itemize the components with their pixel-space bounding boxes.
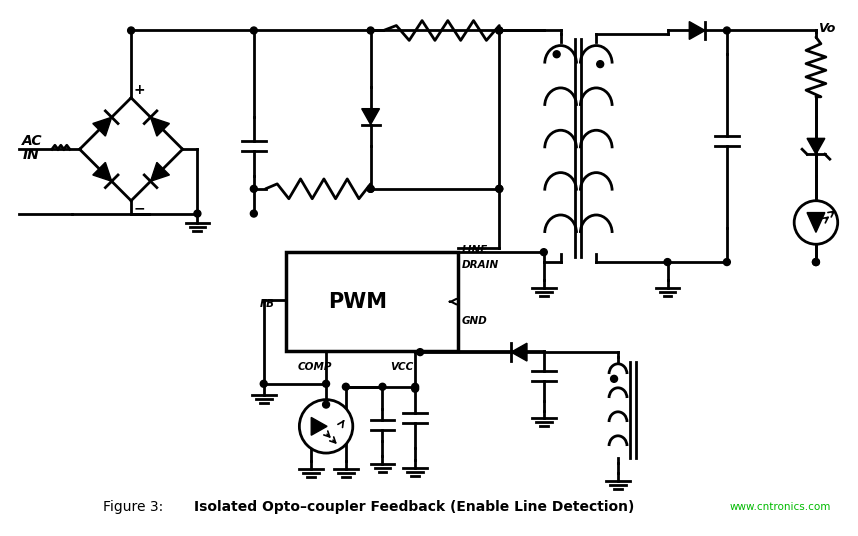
Polygon shape	[807, 213, 825, 233]
FancyBboxPatch shape	[287, 252, 457, 351]
Circle shape	[367, 185, 374, 192]
Polygon shape	[689, 21, 705, 39]
Text: Vo: Vo	[818, 22, 836, 35]
Circle shape	[496, 185, 503, 192]
Polygon shape	[511, 343, 527, 361]
Circle shape	[367, 27, 374, 34]
Circle shape	[541, 249, 547, 256]
Polygon shape	[362, 109, 379, 124]
Polygon shape	[150, 162, 169, 181]
Text: GND: GND	[462, 316, 487, 325]
Circle shape	[496, 185, 503, 192]
Polygon shape	[93, 117, 112, 136]
Circle shape	[323, 401, 329, 408]
Text: Figure 3:: Figure 3:	[104, 501, 172, 515]
Text: DRAIN: DRAIN	[462, 260, 498, 270]
Text: LINE: LINE	[462, 245, 488, 255]
Text: AC: AC	[22, 135, 43, 148]
Circle shape	[260, 381, 267, 387]
Circle shape	[553, 51, 560, 58]
Circle shape	[795, 200, 837, 244]
Circle shape	[496, 27, 503, 34]
Circle shape	[251, 210, 257, 217]
Text: VCC: VCC	[390, 362, 414, 372]
Text: Isolated Opto–coupler Feedback (Enable Line Detection): Isolated Opto–coupler Feedback (Enable L…	[195, 501, 635, 515]
Circle shape	[412, 383, 419, 390]
Circle shape	[611, 375, 618, 382]
Polygon shape	[150, 117, 169, 136]
Circle shape	[813, 258, 819, 265]
Polygon shape	[93, 162, 112, 181]
Text: COMP: COMP	[298, 362, 332, 372]
Circle shape	[379, 383, 386, 390]
Circle shape	[323, 381, 329, 387]
Circle shape	[251, 27, 257, 34]
Polygon shape	[807, 138, 825, 154]
Circle shape	[194, 210, 201, 217]
Text: −: −	[133, 202, 145, 215]
Circle shape	[412, 385, 419, 392]
Text: IN: IN	[22, 148, 39, 162]
Circle shape	[723, 27, 730, 34]
Text: +: +	[133, 83, 145, 97]
Circle shape	[299, 400, 353, 453]
Circle shape	[251, 185, 257, 192]
Circle shape	[496, 27, 503, 34]
Text: FB: FB	[260, 299, 275, 309]
Circle shape	[664, 258, 671, 265]
Circle shape	[417, 348, 424, 355]
Polygon shape	[311, 418, 327, 435]
Circle shape	[813, 258, 819, 265]
Circle shape	[128, 27, 135, 34]
Circle shape	[723, 258, 730, 265]
Circle shape	[367, 185, 374, 192]
Text: www.cntronics.com: www.cntronics.com	[729, 502, 831, 512]
Circle shape	[597, 61, 604, 68]
Circle shape	[342, 383, 349, 390]
Text: PWM: PWM	[328, 292, 387, 311]
